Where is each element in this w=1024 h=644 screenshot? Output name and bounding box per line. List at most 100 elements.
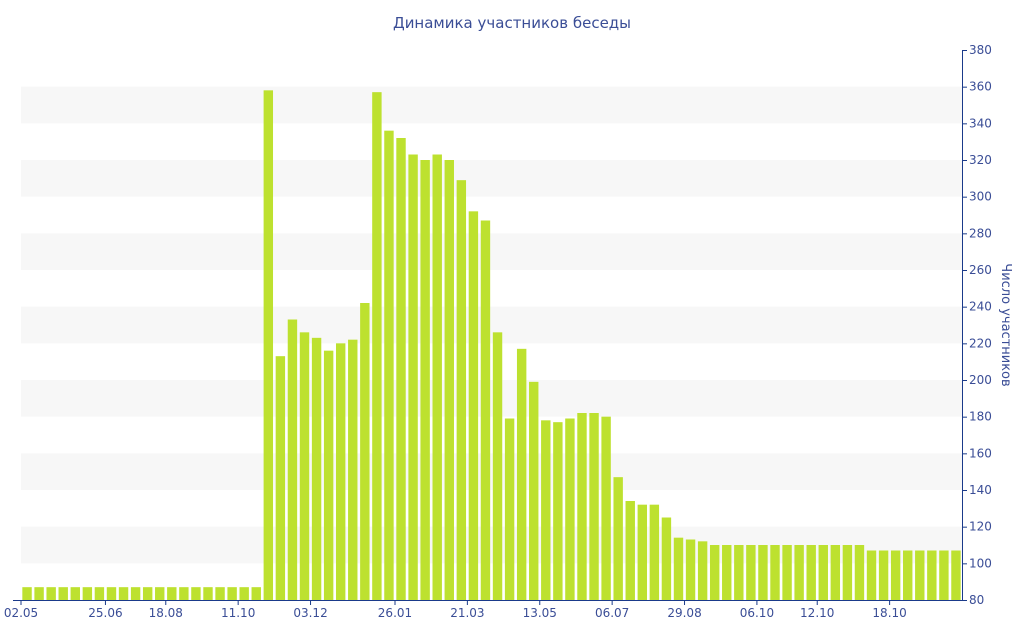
bar (589, 413, 599, 600)
bar (854, 545, 865, 600)
bar (927, 550, 937, 600)
bar (420, 160, 430, 600)
bar (468, 211, 479, 600)
bar (155, 587, 165, 600)
grid-band (21, 86, 962, 124)
bar (251, 587, 261, 600)
y-tick-label: 300 (969, 190, 992, 204)
bar (516, 348, 527, 600)
bar (685, 539, 696, 600)
x-tick-label: 11.10 (221, 606, 255, 620)
bar (661, 517, 672, 600)
bar (46, 587, 56, 600)
y-tick-label: 100 (969, 556, 992, 570)
bar (167, 587, 177, 600)
grid-band (21, 453, 962, 490)
y-tick-label: 260 (969, 263, 992, 277)
bar (806, 545, 816, 600)
bar (275, 356, 286, 600)
bar (734, 545, 744, 600)
y-tick-label: 380 (969, 43, 992, 57)
x-tick-label: 18.08 (149, 606, 183, 620)
y-tick-label: 220 (969, 336, 992, 350)
bar (746, 545, 756, 600)
bar (504, 418, 515, 600)
bar (311, 337, 322, 600)
bar (480, 220, 491, 600)
bar (215, 587, 225, 600)
bar (939, 550, 949, 600)
bar (577, 413, 587, 600)
bar (94, 587, 105, 600)
bar (541, 420, 551, 600)
grid-bands (21, 86, 962, 564)
bar (432, 154, 442, 600)
y-axis-label: Число участников (998, 263, 1013, 386)
y-tick-label: 360 (969, 80, 992, 94)
bar (613, 477, 623, 600)
y-axis-ticks: 80 100 120 140 160 180 200 220 240 260 280 300 320 34… (962, 43, 992, 607)
bar (637, 504, 648, 600)
bar (830, 545, 841, 600)
bar (299, 332, 310, 600)
bar (673, 537, 684, 600)
bar (878, 550, 889, 600)
bar (372, 92, 382, 601)
bar (287, 319, 298, 600)
chart-title: Динамика участников беседы (393, 14, 631, 32)
bar (34, 587, 44, 600)
bar (866, 550, 877, 600)
bar (118, 587, 129, 600)
bar (565, 418, 575, 600)
bar (360, 303, 370, 600)
x-axis-ticks: 02.05 25.06 18.08 11.10 03.12 26.01 21.03 13.05… (4, 600, 907, 620)
x-tick-label: 21.03 (450, 606, 484, 620)
bar (529, 381, 539, 600)
bar (951, 550, 961, 600)
bar (758, 545, 768, 600)
bar-series (22, 90, 961, 601)
grid-band (21, 526, 962, 564)
x-tick-label: 06.07 (595, 606, 629, 620)
bar (444, 160, 454, 600)
grid-band (21, 306, 962, 344)
y-tick-label: 120 (969, 520, 992, 534)
x-tick-label: 18.10 (872, 606, 906, 620)
y-tick-label: 340 (969, 116, 992, 130)
bar (239, 587, 249, 600)
bar (408, 154, 418, 600)
bar (130, 587, 141, 600)
bar (649, 504, 660, 600)
bar (142, 587, 153, 600)
bar (818, 545, 828, 600)
bar (722, 545, 732, 600)
bar (203, 587, 213, 600)
bar (915, 550, 925, 600)
y-tick-label: 200 (969, 373, 992, 387)
bar (335, 343, 346, 600)
bar (709, 545, 720, 600)
bar (601, 416, 611, 600)
y-tick-label: 180 (969, 410, 992, 424)
bar (82, 587, 93, 600)
grid-band (21, 380, 962, 417)
bar (456, 180, 467, 601)
y-tick-label: 160 (969, 446, 992, 460)
x-tick-label: 12.10 (800, 606, 834, 620)
bar (70, 587, 80, 600)
x-tick-label: 26.01 (378, 606, 412, 620)
bar (179, 587, 189, 600)
x-tick-label: 02.05 (4, 606, 38, 620)
grid-band (21, 160, 962, 197)
bar (263, 90, 274, 600)
bar (396, 138, 406, 600)
bar (842, 545, 853, 600)
bar (58, 587, 68, 600)
y-tick-label: 140 (969, 483, 992, 497)
bar (492, 332, 503, 600)
bar (903, 550, 913, 600)
x-tick-label: 13.05 (523, 606, 557, 620)
bar (22, 587, 32, 600)
